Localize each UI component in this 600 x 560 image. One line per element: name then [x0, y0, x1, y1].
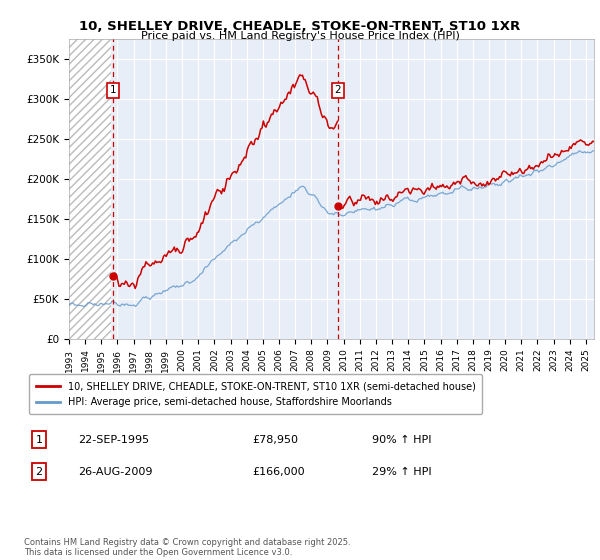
Text: Contains HM Land Registry data © Crown copyright and database right 2025.
This d: Contains HM Land Registry data © Crown c…: [24, 538, 350, 557]
Text: 2: 2: [35, 466, 43, 477]
Text: Price paid vs. HM Land Registry's House Price Index (HPI): Price paid vs. HM Land Registry's House …: [140, 31, 460, 41]
Text: 1: 1: [110, 85, 116, 95]
Text: 90% ↑ HPI: 90% ↑ HPI: [372, 435, 431, 445]
Legend: 10, SHELLEY DRIVE, CHEADLE, STOKE-ON-TRENT, ST10 1XR (semi-detached house), HPI:: 10, SHELLEY DRIVE, CHEADLE, STOKE-ON-TRE…: [29, 375, 482, 414]
Text: 26-AUG-2009: 26-AUG-2009: [78, 466, 152, 477]
Bar: [69, 39, 112, 339]
Text: 22-SEP-1995: 22-SEP-1995: [78, 435, 149, 445]
Text: 1: 1: [35, 435, 43, 445]
Text: 10, SHELLEY DRIVE, CHEADLE, STOKE-ON-TRENT, ST10 1XR: 10, SHELLEY DRIVE, CHEADLE, STOKE-ON-TRE…: [79, 20, 521, 32]
Text: 2: 2: [335, 85, 341, 95]
Text: 29% ↑ HPI: 29% ↑ HPI: [372, 466, 431, 477]
Text: £166,000: £166,000: [252, 466, 305, 477]
Text: £78,950: £78,950: [252, 435, 298, 445]
